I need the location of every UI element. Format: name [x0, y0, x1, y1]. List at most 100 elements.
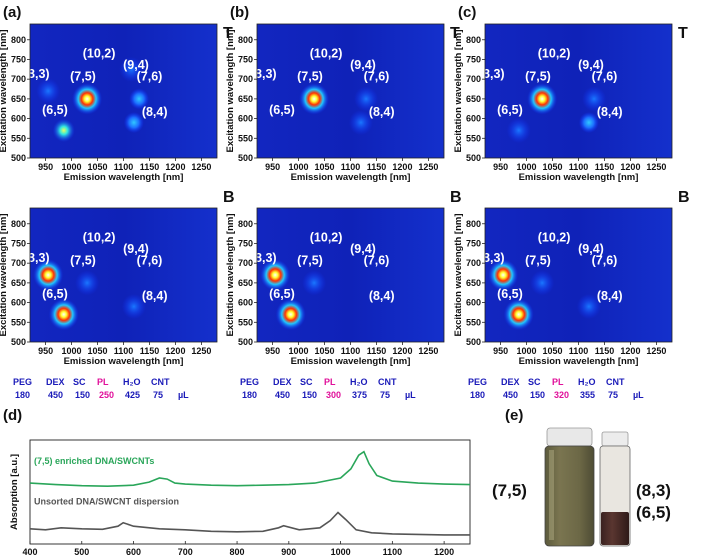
chirality-label: (8,4): [369, 105, 395, 119]
x-tick-label: 1150: [595, 162, 615, 172]
recipe-header: CNT: [606, 377, 625, 387]
y-tick-label: 700: [238, 258, 253, 268]
x-tick-label: 1100: [341, 162, 361, 172]
recipe-header: DEX: [501, 377, 520, 387]
y-axis-label: Excitation wavelength [nm]: [0, 30, 9, 153]
pl-peak-spot: [348, 109, 373, 136]
pl-map-1-bottom: (8,3)(6,5)(7,5)(10,2)(9,4)(7,6)(8,4)5005…: [0, 189, 235, 367]
pl-map-2-bottom: (8,3)(6,5)(7,5)(10,2)(9,4)(7,6)(8,4)5005…: [225, 189, 462, 367]
row-label-top: T: [678, 25, 688, 42]
chirality-label: (9,4): [123, 58, 149, 72]
recipe-value: 425: [125, 390, 140, 400]
recipe-value: 320: [554, 390, 569, 400]
x-tick-label: 1050: [88, 162, 108, 172]
x-tick-label: 1200: [434, 547, 454, 555]
row-label-top: T: [223, 25, 233, 42]
x-tick-label: 1100: [569, 162, 589, 172]
x-tick-label: 900: [281, 547, 296, 555]
pl-peak-spot: [576, 293, 601, 320]
recipe-value: 75: [380, 390, 390, 400]
recipe-header: PL: [552, 377, 564, 387]
pl-map-1-top: (8,3)(6,5)(7,5)(10,2)(9,4)(7,6)(8,4)5005…: [0, 23, 233, 183]
y-tick-label: 650: [11, 94, 26, 104]
pl-map-2-top: (8,3)(6,5)(7,5)(10,2)(9,4)(7,6)(8,4)5005…: [225, 23, 460, 183]
recipe-table-1: PEG 180 DEX 450 SC 150 PL 250 H₂O 425 CNT 75 µL: [13, 377, 189, 400]
chirality-label: (6,5): [497, 287, 523, 301]
y-axis-label: Excitation wavelength [nm]: [0, 214, 9, 337]
y-tick-label: 750: [11, 238, 26, 248]
recipe-unit: µL: [633, 390, 644, 400]
y-tick-label: 750: [466, 54, 481, 64]
x-tick-label: 600: [126, 547, 141, 555]
row-label-bottom: B: [223, 189, 235, 206]
x-tick-label: 1200: [165, 162, 185, 172]
chirality-label: (7,6): [137, 253, 163, 267]
y-tick-label: 800: [11, 35, 26, 45]
chirality-label: (7,5): [70, 69, 96, 83]
chirality-label: (8,4): [597, 105, 623, 119]
recipe-header: SC: [73, 377, 86, 387]
x-tick-label: 1000: [289, 346, 309, 356]
recipe-header: PEG: [13, 377, 32, 387]
y-axis-label: Excitation wavelength [nm]: [453, 30, 464, 153]
chirality-label: (7,5): [297, 69, 323, 83]
chirality-label: (8,4): [142, 105, 168, 119]
y-tick-label: 600: [238, 298, 253, 308]
y-tick-label: 650: [466, 94, 481, 104]
recipe-header: SC: [300, 377, 313, 387]
y-tick-label: 600: [238, 114, 253, 124]
x-tick-label: 950: [38, 162, 53, 172]
vial-label-left: (7,5): [492, 481, 527, 500]
recipe-value: 180: [242, 390, 257, 400]
x-tick-label: 950: [38, 346, 53, 356]
chart-frame: [29, 439, 471, 545]
chirality-label: (9,4): [578, 242, 604, 256]
pl-peak-spot: [299, 83, 330, 115]
y-tick-label: 550: [11, 133, 26, 143]
pl-peak-spot: [530, 270, 555, 296]
recipe-header: CNT: [378, 377, 397, 387]
y-tick-label: 600: [466, 298, 481, 308]
x-tick-label: 1100: [341, 346, 361, 356]
recipe-value: 355: [580, 390, 595, 400]
pl-peak-spot: [123, 112, 144, 134]
y-tick-label: 550: [466, 133, 481, 143]
pl-peak-spot: [121, 293, 146, 320]
chirality-label: (10,2): [310, 231, 343, 245]
recipe-header: PEG: [468, 377, 487, 387]
recipe-value: 180: [470, 390, 485, 400]
y-tick-label: 650: [238, 94, 253, 104]
chirality-label: (10,2): [310, 47, 343, 61]
x-tick-label: 1000: [62, 162, 82, 172]
recipe-value: 150: [302, 390, 317, 400]
recipe-value: 75: [608, 390, 618, 400]
y-tick-label: 800: [238, 35, 253, 45]
x-axis-label: Emission wavelength [nm]: [64, 172, 184, 183]
recipe-value: 250: [99, 390, 114, 400]
pl-peak-spot: [488, 259, 519, 291]
row-label-bottom: B: [678, 189, 690, 206]
y-tick-label: 800: [238, 219, 253, 229]
x-tick-label: 950: [265, 162, 280, 172]
recipe-value: 450: [503, 390, 518, 400]
x-tick-label: 1050: [543, 162, 563, 172]
x-tick-label: 1250: [418, 162, 438, 172]
x-tick-label: 1050: [315, 346, 335, 356]
pl-peak-spot: [527, 83, 558, 115]
chirality-label: (8,4): [597, 289, 623, 303]
recipe-value: 450: [275, 390, 290, 400]
chirality-label: (7,6): [592, 253, 618, 267]
pl-peak-spot: [578, 112, 599, 134]
x-axis-label: Emission wavelength [nm]: [519, 356, 639, 367]
x-tick-label: 1150: [367, 346, 387, 356]
recipe-value: 375: [352, 390, 367, 400]
chirality-label: (10,2): [538, 47, 571, 61]
recipe-value: 180: [15, 390, 30, 400]
pl-peak-spot: [129, 88, 150, 110]
x-tick-label: 1150: [595, 346, 615, 356]
pl-peak-spot: [52, 118, 75, 142]
vial-cap-large: [546, 427, 593, 447]
x-tick-label: 1250: [646, 346, 666, 356]
x-tick-label: 1000: [517, 346, 537, 356]
